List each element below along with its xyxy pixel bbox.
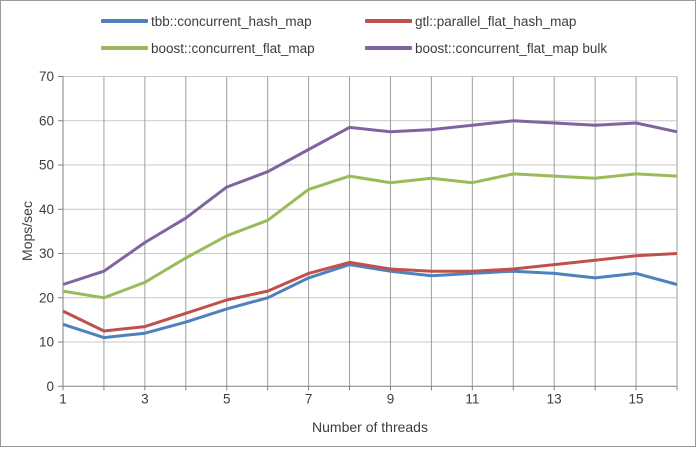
- x-tick-label: 9: [387, 391, 395, 406]
- legend-item-gtl: gtl::parallel_flat_hash_map: [365, 13, 576, 29]
- series-line-1: [62, 252, 678, 333]
- y-tick-label: 50: [39, 158, 54, 173]
- legend-marker-tbb: [101, 19, 148, 23]
- legend-item-boost: boost::concurrent_flat_map: [101, 40, 315, 56]
- x-tick-label: 15: [629, 391, 644, 406]
- legend-item-tbb: tbb::concurrent_hash_map: [101, 13, 312, 29]
- legend-marker-boost: [101, 46, 148, 50]
- legend-label-gtl: gtl::parallel_flat_hash_map: [415, 13, 577, 29]
- x-tick-label: 7: [305, 391, 313, 406]
- x-tick-label: 5: [223, 391, 231, 406]
- y-axis-title: Mops/sec: [19, 201, 35, 261]
- y-tick-label: 30: [39, 246, 54, 261]
- y-tick-label: 20: [39, 290, 54, 305]
- y-tick-label: 60: [39, 113, 54, 128]
- y-tick-label: 10: [39, 335, 54, 350]
- legend-label-boost: boost::concurrent_flat_map: [151, 40, 315, 56]
- legend: tbb::concurrent_hash_map gtl::parallel_f…: [1, 1, 695, 65]
- series-line-3: [62, 119, 678, 286]
- x-axis-title: Number of threads: [312, 419, 428, 435]
- x-tick-label: 13: [547, 391, 562, 406]
- legend-item-boost-bulk: boost::concurrent_flat_map bulk: [365, 40, 607, 56]
- legend-label-boost-bulk: boost::concurrent_flat_map bulk: [415, 40, 608, 56]
- y-tick-label: 40: [39, 202, 54, 217]
- series-line-0: [62, 263, 678, 340]
- series-line-2: [62, 172, 678, 300]
- legend-marker-gtl: [365, 19, 412, 23]
- y-tick-label: 0: [46, 379, 54, 394]
- legend-label-tbb: tbb::concurrent_hash_map: [151, 13, 312, 29]
- y-tick-label: 70: [39, 69, 54, 84]
- legend-marker-boost-bulk: [365, 46, 412, 50]
- x-tick-label: 1: [59, 391, 67, 406]
- x-tick-label: 11: [465, 391, 479, 406]
- x-tick-label: 3: [141, 391, 149, 406]
